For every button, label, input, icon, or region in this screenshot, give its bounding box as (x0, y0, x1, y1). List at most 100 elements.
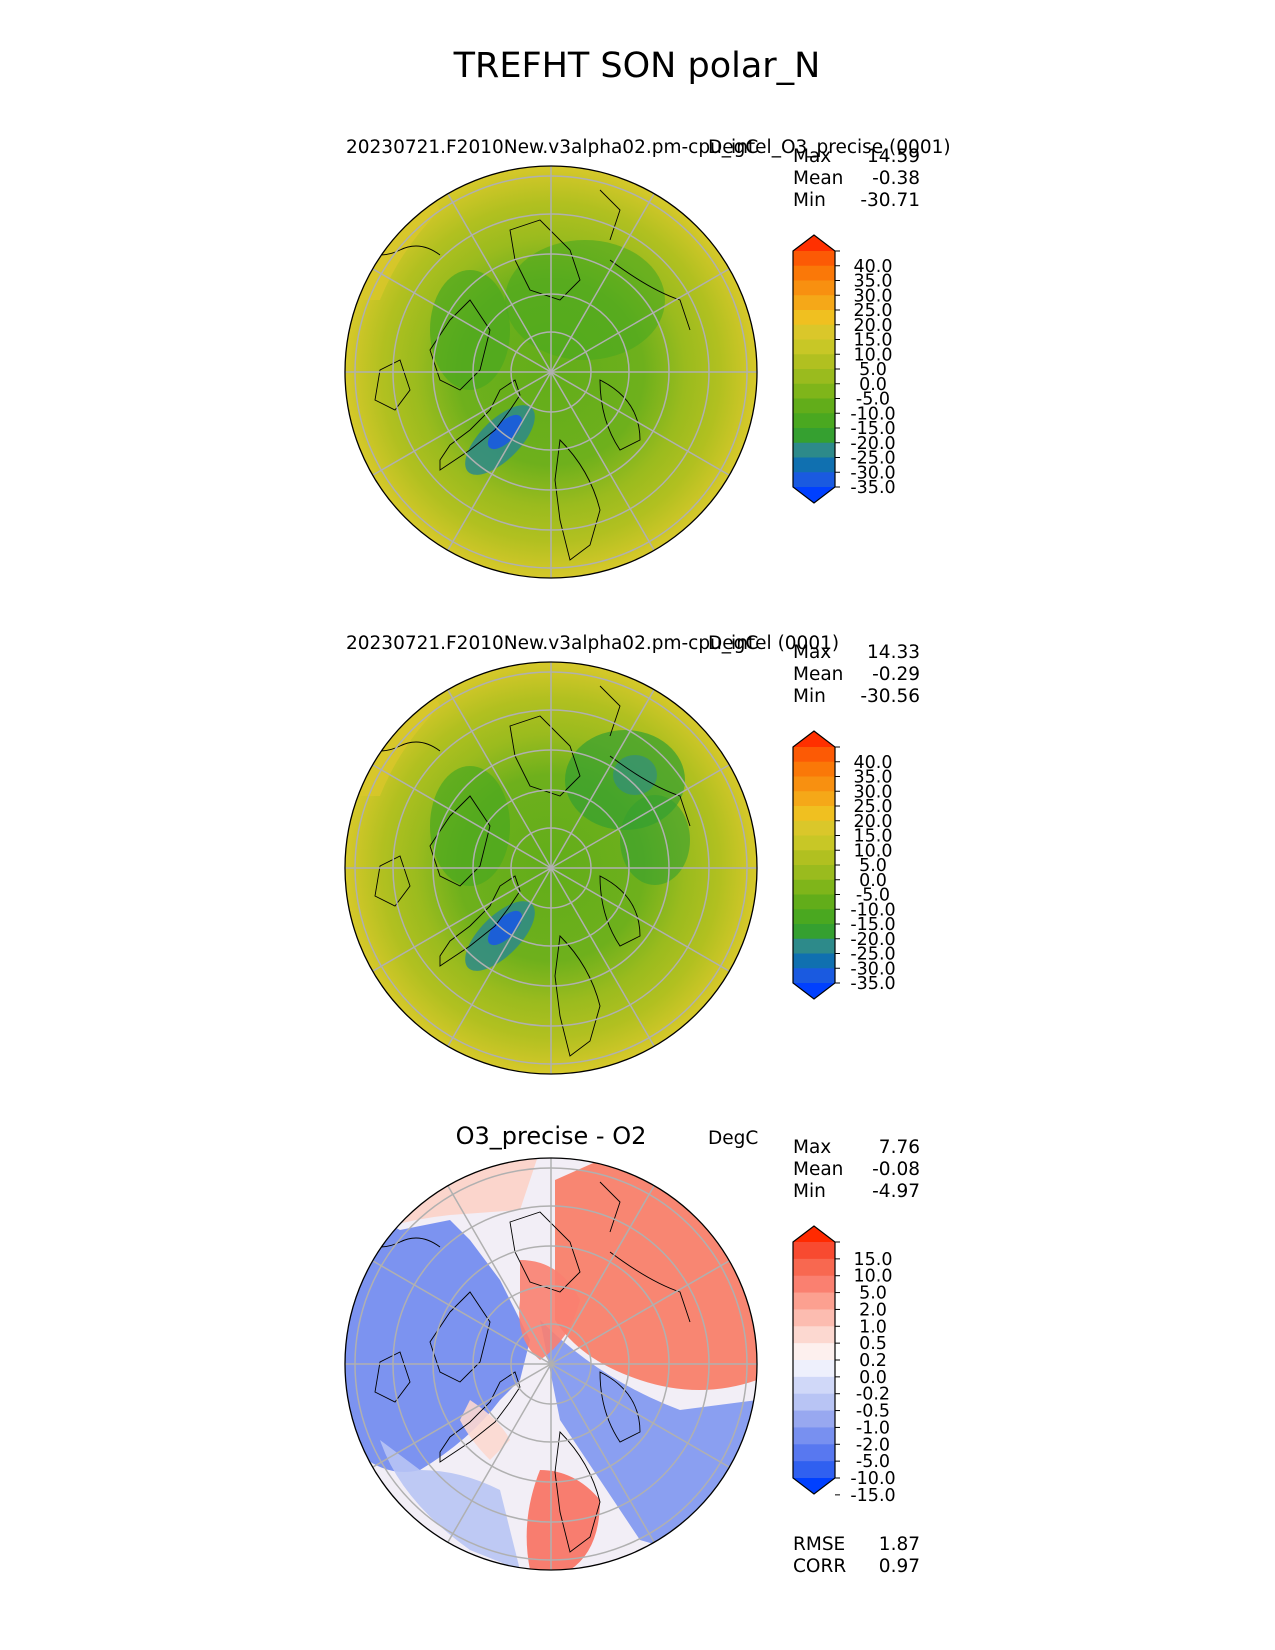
svg-text:-30.56: -30.56 (860, 686, 920, 707)
colorbar-tick-label: 5.0 (859, 856, 887, 876)
svg-text:0.97: 0.97 (879, 1556, 920, 1577)
colorbar-tick-label: 25.0 (854, 301, 893, 321)
colorbar-tick-label: 0.0 (859, 871, 887, 891)
svg-text:Max: Max (793, 1137, 831, 1158)
svg-text:14.59: 14.59 (867, 146, 920, 167)
svg-text:-4.97: -4.97 (872, 1181, 920, 1202)
panel-1-title: 20230721.F2010New.v3alpha02.pm-cpu_intel… (346, 137, 951, 158)
figure-title: TREFHT SON polar_N (453, 46, 821, 86)
svg-text:-0.29: -0.29 (872, 664, 920, 685)
colorbar-bin (793, 968, 835, 984)
colorbar-bin (793, 1376, 835, 1395)
colorbar-tick-label: -5.0 (856, 886, 890, 906)
colorbar-bin (793, 879, 835, 896)
colorbar-bin (793, 428, 835, 444)
colorbar-extend-min (793, 1478, 835, 1494)
colorbar-tick-label: 10.0 (854, 841, 893, 861)
colorbar-tick-label: 25.0 (854, 797, 893, 817)
colorbar-tick-label: 0.0 (859, 375, 887, 395)
panel-2-map-boundary (344, 661, 758, 1075)
colorbar-tick-label: -2.0 (856, 1435, 890, 1455)
colorbar-tick-label: 40.0 (854, 753, 893, 773)
svg-text:-30.71: -30.71 (860, 190, 920, 211)
colorbar-tick-label: -15.0 (850, 1486, 895, 1506)
panel-2: 20230721.F2010New.v3alpha02.pm-cpu_intel… (344, 633, 920, 1075)
colorbar-tick-label: -10.0 (850, 1469, 895, 1489)
colorbar-bin (793, 442, 835, 459)
colorbar-extend-max (793, 1226, 835, 1242)
svg-text:CORR: CORR (793, 1556, 846, 1577)
colorbar-bin (793, 1258, 835, 1277)
panel-3-units: DegC (708, 1128, 758, 1149)
panel-1-map-boundary (344, 165, 758, 579)
panel-1-units: DegC (708, 137, 758, 158)
colorbar-bin (793, 791, 835, 807)
colorbar-bin (793, 894, 835, 910)
panel-2-colorbar: 40.035.030.025.020.015.010.05.00.0-5.0-1… (792, 730, 896, 1000)
panel-1-graticule (345, 166, 757, 578)
colorbar-bin (793, 1444, 835, 1462)
panel-1-coastlines (359, 189, 691, 561)
colorbar-bin (793, 1275, 835, 1294)
panel-3-colorbar: 15.010.05.02.01.00.50.20.0-0.2-0.5-1.0-2… (792, 1225, 896, 1506)
svg-text:Max: Max (793, 642, 831, 663)
panel-3-title: O3_precise - O2 (456, 1122, 647, 1150)
panel-2-title: 20230721.F2010New.v3alpha02.pm-cpu_intel… (346, 633, 839, 654)
colorbar-bin (793, 747, 835, 763)
colorbar-tick-label: -5.0 (856, 390, 890, 410)
colorbar-bin (793, 938, 835, 955)
colorbar-bin (793, 280, 835, 296)
colorbar-tick-label: -25.0 (850, 945, 895, 965)
colorbar-bin (793, 1242, 835, 1260)
colorbar-bin (793, 310, 835, 326)
colorbar-bin (793, 924, 835, 940)
colorbar-tick-label: 35.0 (854, 768, 893, 788)
colorbar-tick-label: -20.0 (850, 930, 895, 950)
colorbar-tick-label: -10.0 (850, 404, 895, 424)
colorbar-bin (793, 1292, 835, 1311)
svg-text:RMSE: RMSE (793, 1534, 845, 1555)
colorbar-tick-label: 40.0 (854, 257, 893, 277)
colorbar-tick-label: 0.2 (859, 1351, 887, 1371)
panel-2-graticule (345, 662, 757, 1074)
panel-1: 20230721.F2010New.v3alpha02.pm-cpu_intel… (344, 137, 951, 579)
colorbar-tick-label: -25.0 (850, 449, 895, 469)
panel-1-colorbar: 40.035.030.025.020.015.010.05.00.0-5.0-1… (792, 234, 896, 504)
colorbar-bin (793, 369, 835, 385)
colorbar-extend-max (793, 235, 835, 251)
colorbar-bin (793, 953, 835, 969)
panel-1-stats: Max 14.59 Mean -0.38 Min -30.71 (793, 146, 920, 211)
colorbar-tick-label: 20.0 (854, 316, 893, 336)
panel-3-stats: Max 7.76 Mean -0.08 Min -4.97 (793, 1137, 920, 1202)
colorbar-bin (793, 776, 835, 792)
svg-text:-0.38: -0.38 (872, 168, 920, 189)
svg-text:Mean: Mean (793, 664, 843, 685)
colorbar-tick-label: 1.0 (859, 1317, 887, 1337)
panel-3-graticule (345, 1158, 757, 1570)
colorbar-tick-label: 0.5 (859, 1334, 887, 1354)
svg-text:Mean: Mean (793, 1159, 843, 1180)
colorbar-bin (793, 295, 835, 311)
colorbar-tick-label: -20.0 (850, 434, 895, 454)
colorbar-bin (793, 383, 835, 400)
colorbar-tick-label: 30.0 (854, 782, 893, 802)
colorbar-bin (793, 909, 835, 925)
svg-text:Min: Min (793, 190, 826, 211)
colorbar-tick-label: 15.0 (854, 1250, 893, 1270)
colorbar-tick-label: -35.0 (850, 478, 895, 498)
colorbar-tick-label: -1.0 (856, 1418, 890, 1438)
colorbar-bin (793, 398, 835, 414)
svg-text:7.76: 7.76 (879, 1137, 920, 1158)
colorbar-bin (793, 1326, 835, 1344)
colorbar-tick-label: -15.0 (850, 419, 895, 439)
panel-2-stats: Max 14.33 Mean -0.29 Min -30.56 (793, 642, 920, 707)
svg-text:Mean: Mean (793, 168, 843, 189)
colorbar-bin (793, 413, 835, 429)
colorbar-tick-label: -0.2 (856, 1385, 890, 1405)
colorbar-bin (793, 761, 835, 778)
colorbar-tick-label: 5.0 (859, 1284, 887, 1304)
colorbar-tick-label: -30.0 (850, 463, 895, 483)
svg-text:14.33: 14.33 (867, 642, 920, 663)
colorbar-bin (793, 1410, 835, 1429)
